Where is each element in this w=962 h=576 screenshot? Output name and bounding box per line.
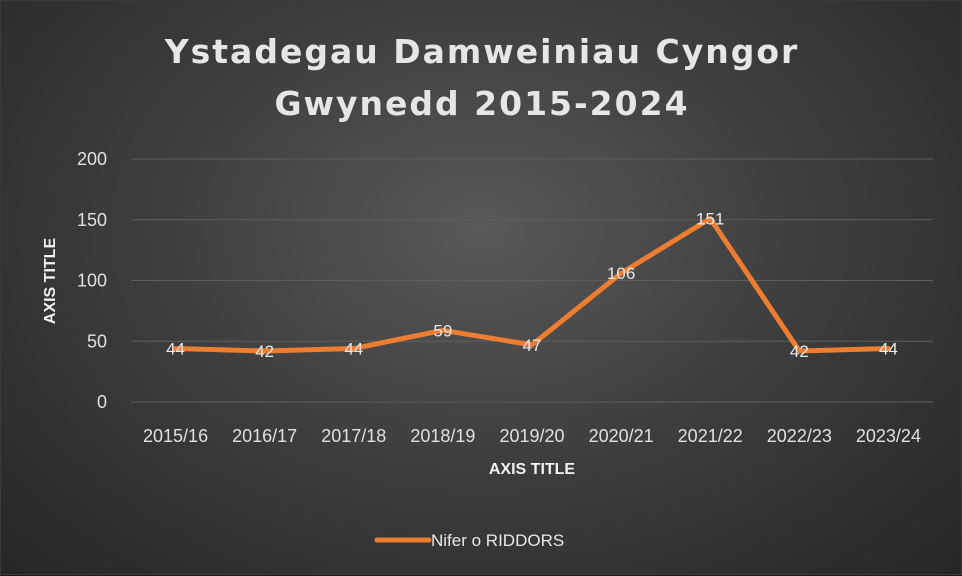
- x-tick-label: 2018/19: [410, 426, 475, 446]
- series-layer: [175, 218, 888, 351]
- data-label: 47: [523, 336, 542, 355]
- data-label: 59: [433, 321, 452, 340]
- chart-title-line-1: Ystadegau Damweiniau Cyngor: [164, 32, 800, 71]
- gridlines: [131, 159, 933, 402]
- x-tick-label: 2022/23: [767, 426, 832, 446]
- x-tick-label: 2020/21: [589, 426, 654, 446]
- chart-title-line-2: Gwynedd 2015-2024: [274, 84, 689, 123]
- x-axis-title: AXIS TITLE: [489, 461, 576, 478]
- data-label: 42: [790, 342, 809, 361]
- y-tick-label: 150: [77, 210, 107, 230]
- y-tick-label: 100: [77, 271, 107, 291]
- legend-label: Nifer o RIDDORS: [431, 531, 564, 550]
- x-tick-label: 2016/17: [232, 426, 297, 446]
- legend: Nifer o RIDDORS: [377, 531, 564, 550]
- y-tick-label: 50: [87, 331, 107, 351]
- data-label: 44: [879, 340, 898, 359]
- x-tick-label: 2021/22: [678, 426, 743, 446]
- series-line: [176, 219, 889, 351]
- x-tick-label: 2023/24: [856, 426, 921, 446]
- x-tick-label: 2017/18: [321, 426, 386, 446]
- x-tick-label: 2019/20: [499, 426, 564, 446]
- y-axis-ticks: 0 50 100 150 200: [77, 149, 107, 412]
- data-label: 44: [166, 340, 185, 359]
- x-axis-ticks: 2015/16 2016/17 2017/18 2018/19 2019/20 2020/…: [143, 426, 921, 446]
- data-label: 151: [696, 210, 724, 229]
- y-axis-title: AXIS TITLE: [42, 238, 59, 325]
- x-tick-label: 2015/16: [143, 426, 208, 446]
- data-label: 44: [344, 340, 363, 359]
- y-tick-label: 200: [77, 149, 107, 169]
- data-label: 106: [607, 264, 635, 283]
- y-tick-label: 0: [97, 392, 107, 412]
- data-label: 42: [255, 342, 274, 361]
